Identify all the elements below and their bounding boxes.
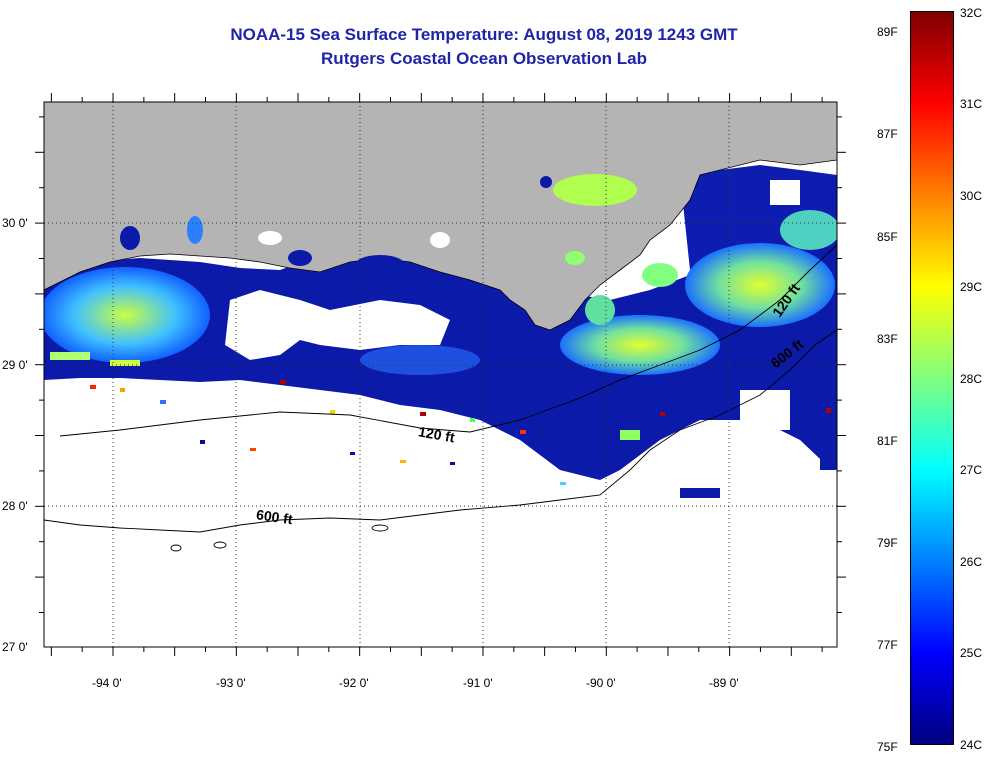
colorbar-label-f: 75F: [877, 740, 898, 754]
bay-atchafalaya: [430, 232, 450, 248]
contour-label-600ft-south: 600 ft: [255, 506, 294, 527]
isobath-600ft: [43, 329, 838, 533]
colorbar-label-c: 24C: [960, 738, 983, 752]
lake-calcasieu: [187, 216, 203, 244]
colorbar-label-f: 81F: [877, 434, 898, 448]
bay-barataria: [585, 295, 615, 325]
colorbar-label-c: 30C: [960, 189, 983, 203]
colorbar-label-f: 83F: [877, 332, 898, 346]
colorbar-label-c: 27C: [960, 463, 983, 477]
colorbar-label-c: 31C: [960, 97, 983, 111]
cloud-patch-east: [740, 390, 790, 430]
lake-borgne: [642, 263, 678, 287]
color-scale-bar: [910, 11, 954, 745]
cloud-region-south: [44, 392, 837, 647]
colorbar-label-f: 85F: [877, 230, 898, 244]
lon-label: -91 0': [463, 676, 493, 690]
cloud-patch-ne: [770, 180, 800, 205]
cool-patch-east: [780, 210, 837, 250]
lake-white: [288, 250, 312, 266]
colorbar-label-f: 89F: [877, 25, 898, 39]
isobath-120ft: [59, 244, 838, 437]
lake-maurepas: [565, 251, 585, 265]
contour-label-120ft-south: 120 ft: [417, 423, 456, 445]
isobaths: [43, 244, 838, 552]
lat-label: 29 0': [2, 358, 28, 372]
lat-label: 27 0': [2, 640, 28, 654]
lon-label: -93 0': [216, 676, 246, 690]
chart-title: NOAA-15 Sea Surface Temperature: August …: [230, 25, 738, 44]
lat-label: 30 0': [2, 216, 28, 230]
colorbar-label-c: 26C: [960, 555, 983, 569]
warm-patch-ms-sound: [685, 243, 835, 327]
warm-patch-west: [44, 267, 210, 363]
lon-label: -92 0': [339, 676, 369, 690]
colorbar-label-c: 28C: [960, 372, 983, 386]
lake-sabine: [120, 226, 140, 250]
lon-label: -89 0': [709, 676, 739, 690]
lake-dark-ne: [540, 176, 552, 188]
lon-label: -90 0': [586, 676, 616, 690]
colorbar-label-f: 79F: [877, 536, 898, 550]
colorbar-label-c: 32C: [960, 6, 983, 20]
colorbar-label-f: 77F: [877, 638, 898, 652]
bay-vermilion: [355, 255, 405, 275]
lake-ponchartrain: [553, 174, 637, 206]
colorbar-label-c: 29C: [960, 280, 983, 294]
warm-patch-delta: [560, 315, 720, 375]
chart-subtitle: Rutgers Coastal Ocean Observation Lab: [321, 49, 647, 68]
tick-marks: [35, 93, 846, 656]
colorbar-label-c: 25C: [960, 646, 983, 660]
lake-grand: [258, 231, 282, 245]
colorbar-label-f: 87F: [877, 127, 898, 141]
lon-label: -94 0': [92, 676, 122, 690]
noise-pixels: [50, 352, 835, 498]
map-frame: [43, 101, 838, 648]
cool-patch-mid: [360, 345, 480, 375]
land-mass: [44, 102, 837, 331]
cloud-region-central: [225, 290, 450, 360]
lat-label: 28 0': [2, 499, 28, 513]
